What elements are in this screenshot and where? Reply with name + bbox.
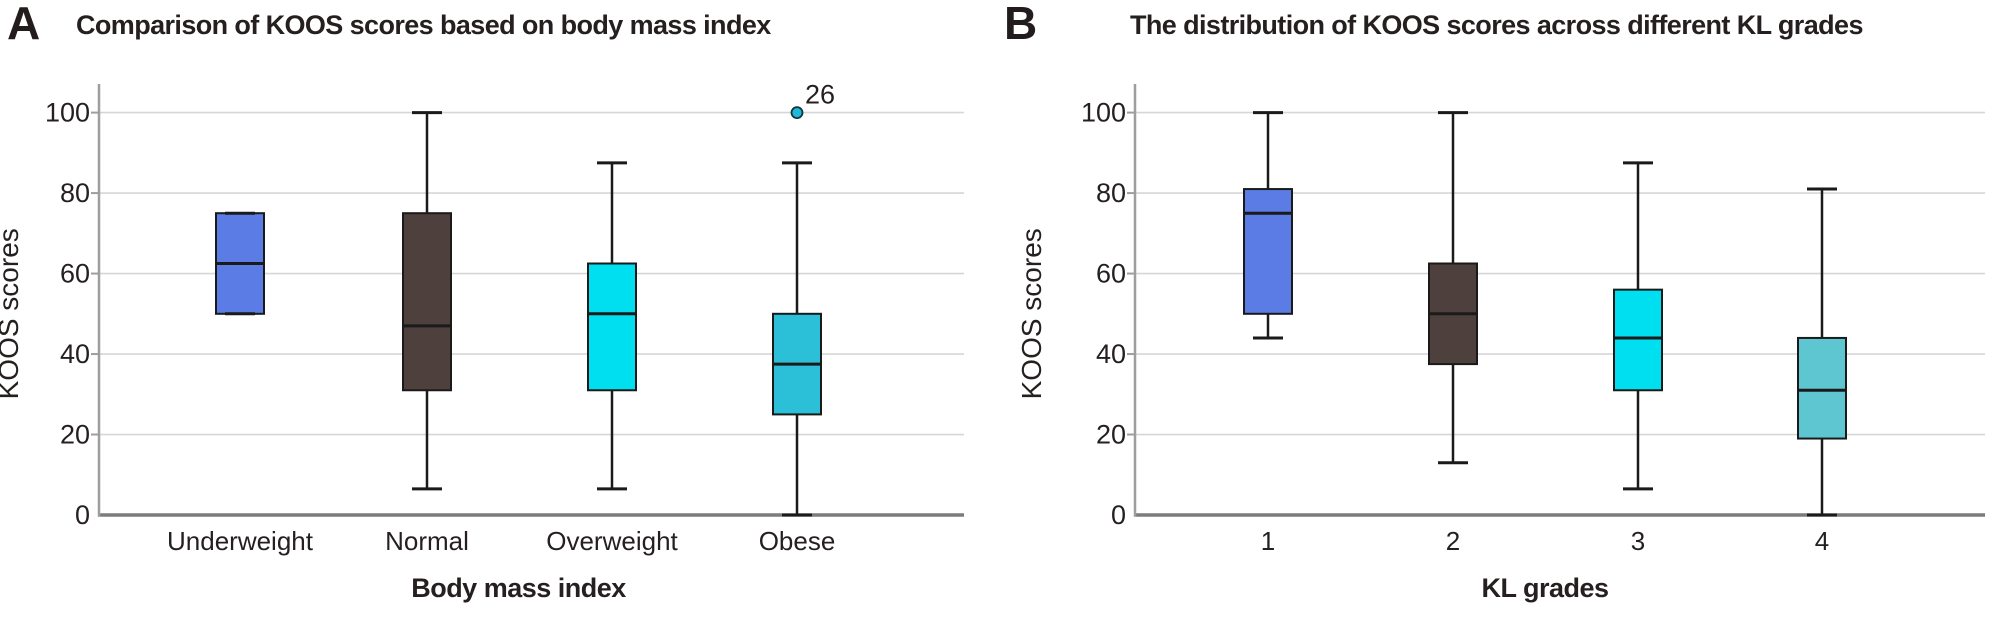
y-tick-label: 40 [60,339,90,369]
y-tick-label: 60 [1096,259,1126,289]
x-category-label: Overweight [546,526,678,556]
y-tick-label: 0 [75,500,90,530]
x-category-label: 2 [1446,526,1460,556]
x-category-label: 3 [1631,526,1645,556]
y-tick-label: 80 [1096,178,1126,208]
panel-a-title: Comparison of KOOS scores based on body … [76,10,771,40]
box-3 [1613,288,1663,392]
x-category-label: 1 [1261,526,1275,556]
panel-a-letter: A [7,0,40,49]
y-tick-label: 100 [45,98,90,128]
y-axis-title: KOOS scores [1016,228,1047,399]
x-category-label: 4 [1815,526,1829,556]
y-axis-title: KOOS scores [0,228,24,399]
x-category-label: Obese [759,526,836,556]
y-tick-label: 20 [1096,420,1126,450]
y-tick-label: 20 [60,420,90,450]
x-axis-title: Body mass index [411,573,626,603]
boxplot-kl-grades: 0 20 40 60 80 100 1 2 3 4 KL grades KOOS scores [1016,84,1985,603]
y-tick-label: 0 [1111,500,1126,530]
panel-b-letter: B [1004,0,1037,49]
y-tick-label: 100 [1081,98,1126,128]
y-tick-label: 80 [60,178,90,208]
x-category-label: Normal [385,526,469,556]
x-category-label: Underweight [167,526,314,556]
outlier-label: 26 [805,80,835,110]
panel-b-title: The distribution of KOOS scores across d… [1130,10,1863,40]
y-tick-label: 40 [1096,339,1126,369]
outlier-point [790,106,804,119]
y-tick-label: 60 [60,259,90,289]
x-axis-title: KL grades [1481,573,1608,603]
boxplot-bmi: 26 0 20 40 60 80 100 Underweight Normal Overweigh… [0,80,964,603]
box-1 [1243,188,1293,315]
box-4 [1797,336,1847,440]
box-Overweight [587,262,637,392]
box-Normal [402,212,452,392]
